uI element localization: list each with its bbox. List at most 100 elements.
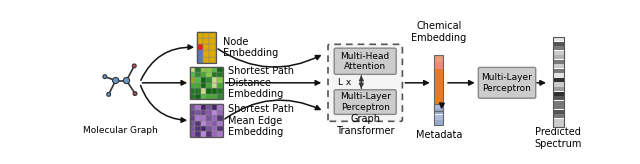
Bar xyxy=(206,131,212,137)
Bar xyxy=(195,131,201,137)
Bar xyxy=(553,55,564,59)
Bar xyxy=(195,104,201,110)
Bar xyxy=(206,72,212,77)
Bar xyxy=(201,88,206,94)
Circle shape xyxy=(103,75,107,79)
Bar xyxy=(212,94,217,99)
Bar xyxy=(553,87,564,91)
Bar xyxy=(190,126,195,131)
Bar xyxy=(434,104,444,111)
Bar xyxy=(204,51,209,57)
Bar xyxy=(195,94,201,99)
Bar xyxy=(553,123,564,127)
Bar xyxy=(195,67,201,72)
Bar xyxy=(197,57,204,63)
Bar xyxy=(190,67,195,72)
Bar xyxy=(195,72,201,77)
Bar xyxy=(434,115,444,120)
Bar xyxy=(212,67,217,72)
Circle shape xyxy=(132,64,136,68)
Bar xyxy=(217,115,223,121)
Bar xyxy=(206,67,212,72)
Text: Chemical
Embedding: Chemical Embedding xyxy=(412,21,467,43)
Bar xyxy=(206,126,212,131)
Bar xyxy=(434,56,444,62)
Text: Metadata: Metadata xyxy=(415,130,462,140)
Bar xyxy=(190,121,195,126)
Bar xyxy=(217,121,223,126)
Bar xyxy=(217,67,223,72)
Bar xyxy=(553,82,564,87)
Bar xyxy=(212,77,217,83)
FancyBboxPatch shape xyxy=(334,90,396,114)
Bar xyxy=(553,78,564,82)
Bar xyxy=(190,115,195,121)
Bar xyxy=(201,126,206,131)
Bar xyxy=(553,114,564,118)
Bar xyxy=(209,32,216,38)
Bar xyxy=(206,115,212,121)
Bar xyxy=(190,72,195,77)
Bar xyxy=(206,88,212,94)
Bar xyxy=(217,83,223,88)
Bar xyxy=(201,94,206,99)
Text: Multi-Layer
Perceptron: Multi-Layer Perceptron xyxy=(340,92,390,112)
Text: L x: L x xyxy=(338,78,351,87)
Bar xyxy=(195,77,201,83)
Bar xyxy=(553,37,564,127)
Bar xyxy=(197,32,204,38)
Circle shape xyxy=(133,92,137,95)
Bar xyxy=(201,104,206,110)
Bar xyxy=(553,64,564,68)
Bar xyxy=(197,51,204,57)
Bar xyxy=(217,126,223,131)
Bar xyxy=(201,83,206,88)
Circle shape xyxy=(107,92,111,96)
Bar xyxy=(206,77,212,83)
Bar xyxy=(434,76,444,83)
Bar xyxy=(217,88,223,94)
Bar xyxy=(434,55,444,111)
Bar xyxy=(434,104,444,109)
FancyBboxPatch shape xyxy=(478,67,536,98)
Bar xyxy=(201,115,206,121)
Bar xyxy=(434,97,444,104)
Bar xyxy=(206,104,212,110)
Bar xyxy=(553,51,564,55)
Bar xyxy=(217,104,223,110)
FancyBboxPatch shape xyxy=(328,44,403,121)
Bar xyxy=(434,69,444,76)
Bar xyxy=(212,104,217,110)
Bar xyxy=(195,83,201,88)
Text: Shortest Path
Distance
Embedding: Shortest Path Distance Embedding xyxy=(228,66,294,99)
Bar xyxy=(190,110,195,115)
Bar xyxy=(553,60,564,64)
Text: Graph
Transformer: Graph Transformer xyxy=(336,114,394,136)
Bar xyxy=(195,121,201,126)
Bar xyxy=(434,83,444,90)
Bar xyxy=(201,110,206,115)
Bar xyxy=(212,131,217,137)
Bar xyxy=(553,110,564,114)
Bar xyxy=(212,83,217,88)
Bar xyxy=(206,94,212,99)
Bar xyxy=(206,110,212,115)
Bar xyxy=(204,32,209,38)
Bar xyxy=(217,77,223,83)
Bar xyxy=(201,72,206,77)
Bar xyxy=(195,88,201,94)
Bar xyxy=(190,67,223,99)
Bar xyxy=(217,94,223,99)
Bar xyxy=(434,90,444,97)
Bar xyxy=(204,38,209,44)
Bar xyxy=(553,119,564,123)
Circle shape xyxy=(124,77,129,84)
Bar xyxy=(212,115,217,121)
Bar xyxy=(434,104,444,125)
Text: Molecular Graph: Molecular Graph xyxy=(83,126,157,135)
Bar xyxy=(197,38,204,44)
Bar xyxy=(195,110,201,115)
Bar xyxy=(553,96,564,100)
Bar xyxy=(201,77,206,83)
Bar xyxy=(195,126,201,131)
